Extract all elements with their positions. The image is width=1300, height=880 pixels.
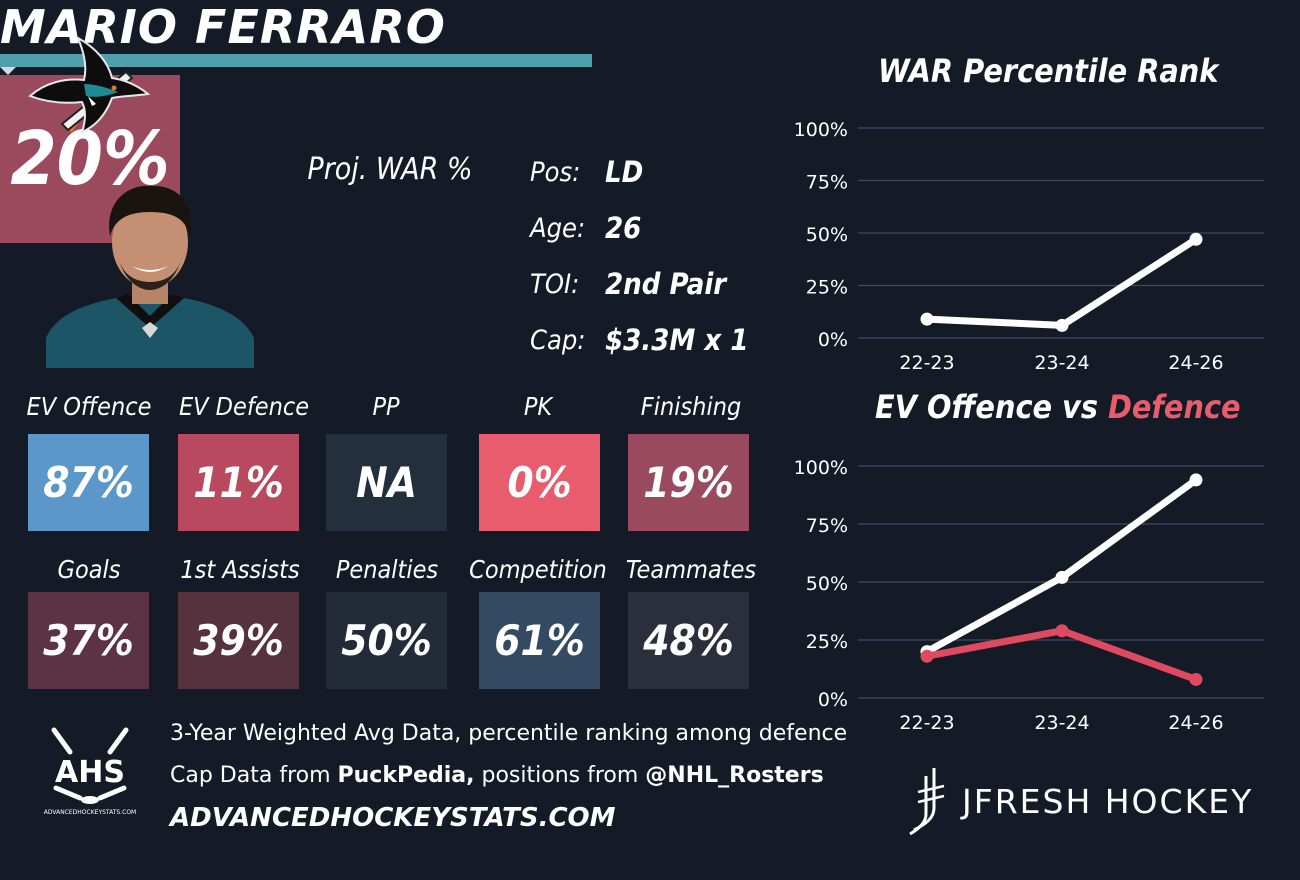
tile-label-ev-defence: EV Defence	[178, 392, 310, 421]
ahs-logo-icon: AHS ADVANCEDHOCKEYSTATS.COM	[44, 727, 136, 816]
chart-title-ev-part1: EV Offence vs	[875, 388, 1108, 426]
tile-value: 37%	[43, 616, 134, 665]
tile-pk: 0%	[479, 434, 600, 531]
data-point	[1189, 473, 1203, 487]
tile-label-1st-assists: 1st Assists	[180, 555, 300, 584]
tile-value: 87%	[43, 458, 134, 507]
info-label: Age:	[530, 212, 586, 244]
tile-value: NA	[356, 458, 417, 507]
tile-ev-defence: 11%	[178, 434, 299, 531]
tile-label-ev-offence: EV Offence	[26, 392, 152, 421]
tile-label-competition: Competition	[469, 555, 607, 584]
tile-value: 61%	[494, 616, 585, 665]
proj-war-label: Proj. WAR %	[307, 152, 473, 187]
info-value: 26	[605, 211, 642, 245]
x-tick-label: 23-24	[1034, 712, 1089, 734]
series-line-0	[923, 235, 1200, 329]
x-tick-label: 22-23	[899, 712, 954, 734]
info-row-age: Age: 26	[530, 208, 641, 248]
footer-sources-middle: positions from	[474, 763, 646, 788]
player-name: MARIO FERRARO	[0, 0, 446, 54]
x-tick-label: 24-26	[1168, 712, 1223, 734]
tile-1st-assists: 39%	[178, 592, 299, 689]
footer-note: 3-Year Weighted Avg Data, percentile ran…	[170, 721, 848, 746]
y-tick-label: 100%	[794, 457, 848, 479]
data-point	[1055, 624, 1069, 638]
tile-value: 48%	[643, 616, 734, 665]
tile-value: 19%	[643, 458, 734, 507]
tile-label-pk: PK	[523, 392, 553, 421]
tile-ev-offence: 87%	[28, 434, 149, 531]
tile-goals: 37%	[28, 592, 149, 689]
series-line-1	[923, 627, 1200, 683]
tile-pp: NA	[326, 434, 447, 531]
y-tick-label: 0%	[818, 689, 848, 711]
x-tick-label: 22-23	[899, 352, 954, 374]
chevron-down-icon[interactable]	[0, 67, 16, 75]
tile-teammates: 48%	[628, 592, 749, 689]
footer-sources: Cap Data from PuckPedia, positions from …	[170, 763, 824, 788]
data-point	[1189, 672, 1203, 686]
info-label: Cap:	[530, 324, 586, 356]
ev-offence-defence-chart: 0% 25% 50% 75% 100% 22-23 23-24 24-26	[794, 457, 1264, 734]
x-tick-label: 23-24	[1034, 352, 1089, 374]
info-row-cap: Cap: $3.3M x 1	[530, 320, 748, 360]
footer-sources-prefix: Cap Data from	[170, 763, 338, 788]
info-row-toi: TOI: 2nd Pair	[530, 264, 726, 304]
y-tick-label: 100%	[794, 119, 848, 141]
y-tick-label: 0%	[818, 329, 848, 351]
tile-label-teammates: Teammates	[625, 555, 757, 584]
tile-label-penalties: Penalties	[335, 555, 439, 584]
info-label: TOI:	[530, 268, 580, 300]
data-point	[1189, 232, 1203, 246]
ahs-logo-small-text: ADVANCEDHOCKEYSTATS.COM	[44, 809, 136, 816]
ahs-logo-text: AHS	[55, 755, 125, 790]
tile-value: 50%	[341, 616, 432, 665]
info-value: $3.3M x 1	[605, 323, 749, 357]
chart-title-ev-part2: Defence	[1107, 388, 1241, 426]
data-point	[1055, 570, 1069, 584]
site-url[interactable]: ADVANCEDHOCKEYSTATS.COM	[170, 803, 616, 833]
tile-value: 39%	[193, 616, 284, 665]
tile-finishing: 19%	[628, 434, 749, 531]
info-value: LD	[605, 155, 644, 189]
info-row-pos: Pos: LD	[530, 152, 643, 192]
y-tick-label: 75%	[806, 515, 848, 537]
tile-value: 0%	[507, 458, 572, 507]
chart-title-ev: EV Offence vs Defence	[875, 388, 1241, 426]
tile-value: 11%	[193, 458, 284, 507]
brand-name: JFRESH HOCKEY	[962, 782, 1254, 821]
tile-competition: 61%	[479, 592, 600, 689]
y-tick-label: 25%	[806, 277, 848, 299]
info-label: Pos:	[530, 156, 581, 188]
y-tick-label: 75%	[806, 172, 848, 194]
hockey-stick-logo-icon	[909, 768, 945, 836]
player-headshot-icon	[46, 185, 254, 368]
footer-source-nhl-rosters[interactable]: @NHL_Rosters	[645, 763, 824, 788]
data-point	[1055, 318, 1069, 332]
footer-source-puckpedia[interactable]: PuckPedia,	[337, 763, 475, 788]
tile-label-finishing: Finishing	[640, 392, 742, 421]
x-tick-label: 24-26	[1168, 352, 1223, 374]
chart-title-war: WAR Percentile Rank	[878, 52, 1219, 90]
war-percentile-chart: 0% 25% 50% 75% 100% 22-23 23-24 24-26	[794, 119, 1264, 374]
data-point	[920, 649, 934, 663]
shark-logo-icon	[28, 35, 151, 134]
y-tick-label: 50%	[806, 224, 848, 246]
tile-label-goals: Goals	[57, 555, 121, 584]
data-point	[920, 312, 934, 326]
tile-label-pp: PP	[372, 392, 400, 421]
name-underline	[0, 54, 592, 67]
y-tick-label: 25%	[806, 631, 848, 653]
y-tick-label: 50%	[806, 573, 848, 595]
tile-penalties: 50%	[326, 592, 447, 689]
info-value: 2nd Pair	[605, 267, 727, 301]
